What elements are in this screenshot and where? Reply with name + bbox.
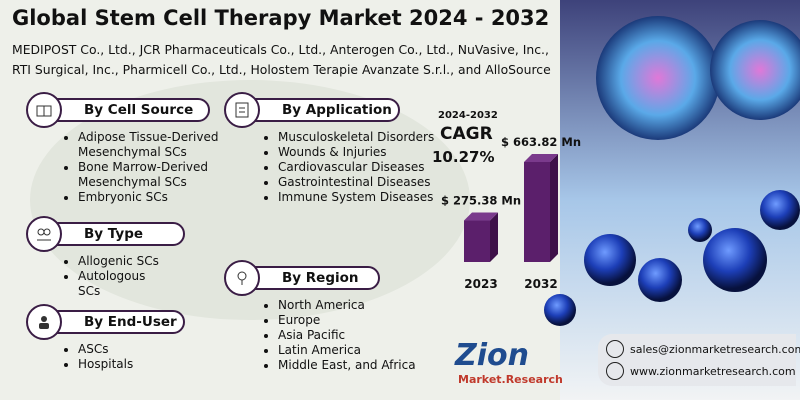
cell: [596, 16, 720, 140]
contact-box: sales@zionmarketresearch.com www.zionmar…: [598, 334, 800, 386]
segment-item: Europe: [278, 313, 458, 328]
segment-item: Embryonic SCs: [78, 190, 248, 205]
web-icon: [606, 362, 624, 380]
cagr-value: 10.27%: [432, 148, 495, 166]
segment-item: Latin America: [278, 343, 458, 358]
cagr-period: 2024-2032: [438, 110, 498, 121]
cell: [760, 190, 800, 230]
segment-list: Musculoskeletal Disorders Wounds & Injur…: [262, 130, 458, 205]
cell: [544, 294, 576, 326]
cell: [638, 258, 682, 302]
cell: [688, 218, 712, 242]
segment-item: ASCs: [78, 342, 198, 357]
subtitle: RTI Surgical, Inc., Pharmicell Co., Ltd.…: [12, 62, 551, 77]
segment-icon: [26, 216, 62, 252]
x-tick-label: 2023: [464, 277, 497, 291]
title: Global Stem Cell Therapy Market 2024 - 2…: [12, 6, 550, 30]
segment-icon: [224, 260, 260, 296]
segment-list: Allogenic SCs Autologous SCs: [62, 254, 198, 299]
value-label: $ 275.38 Mn: [441, 194, 521, 208]
world-map: [30, 80, 470, 320]
cell: [710, 20, 800, 120]
segment-icon: [224, 92, 260, 128]
segment-list: North America Europe Asia Pacific Latin …: [262, 298, 458, 373]
segment-icon: [26, 92, 62, 128]
segment-item: Bone Marrow-Derived Mesenchymal SCs: [78, 160, 248, 190]
website[interactable]: www.zionmarketresearch.com: [630, 364, 796, 378]
value-label: $ 663.82 Mn: [501, 135, 581, 149]
segment-item: Autologous SCs: [78, 269, 148, 299]
segment-item: Hospitals: [78, 357, 198, 372]
bar: [464, 220, 490, 262]
email-icon: [606, 340, 624, 358]
segment-item: Gastrointestinal Diseases: [278, 175, 458, 190]
cagr-label: CAGR: [440, 124, 493, 144]
segment-item: Allogenic SCs: [78, 254, 198, 269]
logo: Zion: [455, 338, 530, 373]
bar-side: [550, 154, 558, 262]
segment-item: Asia Pacific: [278, 328, 458, 343]
segment-item: Musculoskeletal Disorders: [278, 130, 458, 145]
bar: [524, 162, 550, 262]
subtitle: MEDIPOST Co., Ltd., JCR Pharmaceuticals …: [12, 42, 549, 57]
segment-item: North America: [278, 298, 458, 313]
bar-top: [464, 212, 498, 221]
bar-top: [524, 154, 558, 162]
bar-chart: $ 275.38 Mn 2023 $ 663.82 Mn 2032: [441, 135, 581, 291]
segment-item: Cardiovascular Diseases: [278, 160, 458, 175]
email[interactable]: sales@zionmarketresearch.com: [630, 342, 800, 356]
logo-tagline: Market.Research: [458, 373, 563, 386]
segment-list: ASCs Hospitals: [62, 342, 198, 372]
segment-icon: [26, 304, 62, 340]
segment-item: Wounds & Injuries: [278, 145, 458, 160]
bar-side: [490, 212, 498, 262]
segment-item: Middle East, and Africa: [278, 358, 458, 373]
cell: [584, 234, 636, 286]
x-tick-label: 2032: [524, 277, 557, 291]
segment-item: Adipose Tissue-Derived Mesenchymal SCs: [78, 130, 248, 160]
segment-list: Adipose Tissue-Derived Mesenchymal SCs B…: [62, 130, 248, 205]
segment-item: Immune System Diseases: [278, 190, 458, 205]
cell: [703, 228, 767, 292]
